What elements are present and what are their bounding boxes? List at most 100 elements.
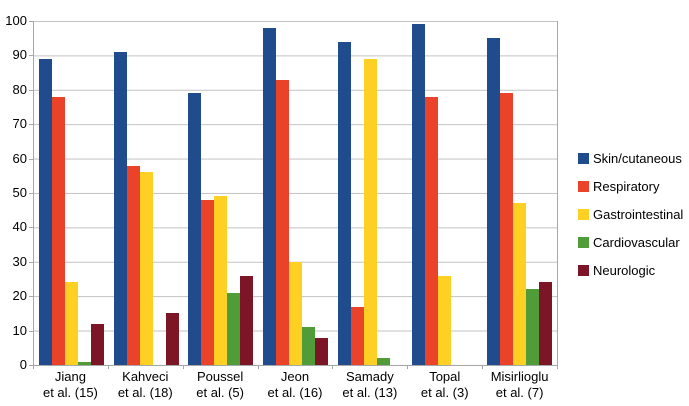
bar: [113, 52, 127, 365]
x-category-label-line1: Misirlioglu: [490, 369, 549, 384]
x-category-label: Jeon et al. (16): [258, 369, 333, 401]
bar: [276, 79, 290, 365]
bar: [438, 275, 452, 365]
y-tick-label: 100: [5, 13, 27, 28]
x-category-label-line2: et al. (16): [267, 385, 323, 400]
bar: [126, 165, 140, 365]
plot-area: [33, 21, 558, 366]
bar-group: [109, 21, 184, 365]
bar: [526, 289, 540, 365]
y-tick-label: 0: [19, 357, 27, 372]
legend-swatch-icon: [578, 236, 589, 248]
legend-label: Neurologic: [593, 262, 656, 278]
bar: [376, 358, 390, 365]
x-category-label: Misirlioglu et al. (7): [482, 369, 557, 401]
bar: [90, 323, 104, 365]
y-tick-mark: [29, 158, 33, 160]
x-category-label-line2: et al. (13): [342, 385, 398, 400]
y-tick-label: 90: [12, 47, 27, 63]
x-axis-labels: Jiang et al. (15) Kahveci et al. (18) Pousse…: [33, 369, 557, 401]
bar: [201, 199, 215, 365]
bar-group: [34, 21, 109, 365]
bar: [240, 275, 254, 365]
x-category-label-line1: Samady: [346, 369, 394, 384]
y-tick-label: 10: [12, 322, 27, 338]
bar: [539, 282, 553, 365]
x-category-label-line2: et al. (5): [196, 385, 244, 400]
y-tick-label: 20: [12, 288, 27, 304]
x-tick-mark: [108, 365, 109, 369]
legend-label: Cardiovascular: [593, 234, 680, 250]
x-category-label: Jiang et al. (15): [33, 369, 108, 401]
bar: [38, 58, 52, 365]
bar-group: [183, 21, 258, 365]
x-category-label-line2: et al. (15): [42, 385, 98, 400]
bar: [64, 282, 78, 365]
x-category-label-line2: et al. (3): [420, 385, 469, 400]
bar: [363, 58, 377, 365]
y-tick-mark: [29, 55, 33, 57]
x-category-label-line1: Topal: [429, 369, 461, 384]
x-tick-mark: [258, 365, 259, 369]
x-category-label: Samady et al. (13): [332, 369, 407, 401]
bar: [263, 27, 277, 365]
bar: [302, 327, 316, 365]
x-tick-mark: [482, 365, 483, 369]
y-tick-label: 50: [12, 185, 27, 200]
legend-item: Cardiovascular: [578, 228, 683, 256]
bar: [51, 96, 65, 365]
x-tick-mark: [407, 365, 408, 369]
y-tick-mark: [29, 330, 33, 332]
y-tick-mark: [29, 261, 33, 263]
x-category-label-line1: Jiang: [54, 369, 86, 384]
x-category-label: Topal et al. (3): [407, 369, 482, 401]
bar: [513, 203, 527, 365]
y-tick-label: 60: [12, 150, 27, 166]
x-tick-mark: [33, 365, 34, 369]
y-tick-label: 70: [12, 116, 27, 132]
x-category-label: Kahveci et al. (18): [108, 369, 183, 401]
legend-label: Respiratory: [593, 178, 660, 194]
bar: [188, 93, 202, 365]
y-tick-mark: [29, 89, 33, 91]
legend-swatch-icon: [578, 208, 589, 220]
bar: [350, 306, 364, 365]
y-tick-label: 80: [12, 81, 27, 97]
bar: [500, 93, 514, 365]
x-category-label-line1: Jeon: [280, 369, 310, 384]
legend-item: Gastrointestinal: [578, 200, 683, 228]
bar: [315, 337, 329, 365]
bar: [487, 38, 501, 365]
bar-groups: [34, 21, 557, 365]
y-tick-mark: [29, 365, 33, 366]
legend-swatch-icon: [578, 264, 589, 276]
legend-item: Respiratory: [578, 172, 683, 200]
legend-label: Gastrointestinal: [593, 206, 684, 222]
x-category-label: Poussel et al. (5): [183, 369, 258, 401]
bar: [289, 261, 303, 365]
legend-swatch-icon: [578, 180, 589, 192]
y-tick-mark: [29, 21, 33, 22]
legend-item: Neurologic: [578, 256, 683, 284]
y-tick-mark: [29, 193, 33, 194]
x-tick-mark: [557, 365, 558, 369]
y-tick-mark: [29, 296, 33, 298]
y-tick-label: 30: [12, 253, 27, 269]
bar-group: [258, 21, 333, 365]
x-category-label-line1: Poussel: [197, 369, 244, 384]
legend-item: Skin/cutaneous: [578, 144, 683, 172]
bar: [337, 41, 351, 365]
legend-swatch-icon: [578, 152, 589, 164]
legend: Skin/cutaneous Respiratory Gastrointestina…: [578, 144, 683, 284]
y-tick-label: 40: [12, 219, 27, 235]
x-tick-mark: [183, 365, 184, 369]
bar-group: [482, 21, 557, 365]
bar: [425, 96, 439, 365]
legend-label: Skin/cutaneous: [593, 150, 682, 166]
bar: [227, 292, 241, 365]
bar-group: [333, 21, 408, 365]
bar: [165, 313, 179, 365]
bar: [139, 172, 153, 365]
x-tick-mark: [332, 365, 333, 369]
